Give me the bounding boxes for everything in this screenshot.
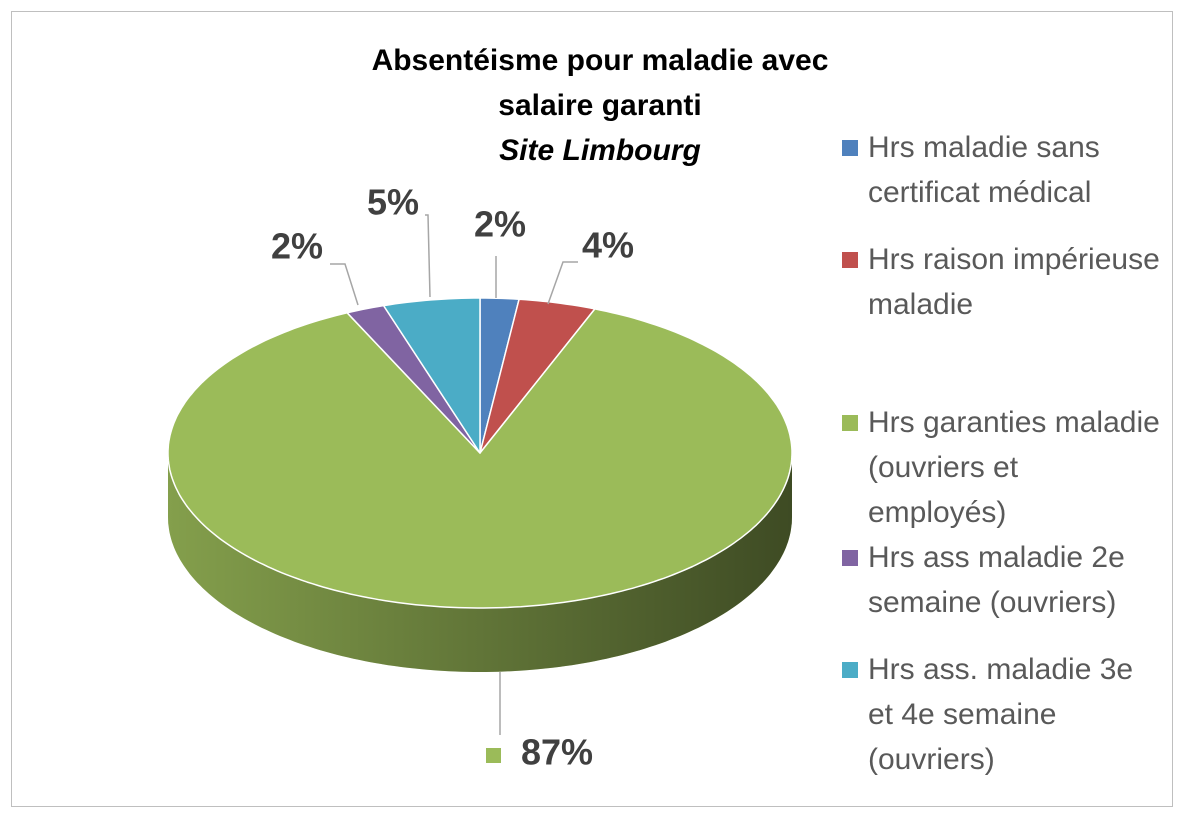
leader-line xyxy=(547,261,578,305)
leader-line xyxy=(425,214,431,298)
legend-label: Hrs garanties maladie (ouvriers et emplo… xyxy=(868,406,1160,529)
data-label: 5% xyxy=(367,182,419,223)
slice xyxy=(346,304,481,454)
slice xyxy=(382,297,481,454)
legend-item: Hrs maladie sans certificat médical xyxy=(840,125,1160,215)
legend-item: Hrs ass. maladie 3e et 4e semaine (ouvri… xyxy=(840,647,1160,782)
legend-label: Hrs raison impérieuse maladie xyxy=(868,243,1160,321)
slice xyxy=(479,298,596,454)
chart-subtitle: Site Limbourg xyxy=(499,134,701,167)
legend-key xyxy=(842,662,858,678)
chart-title: Absentéisme pour maladie avec salaire ga… xyxy=(371,44,829,122)
slice xyxy=(167,308,793,609)
data-label: 2% xyxy=(474,204,526,245)
legend-key xyxy=(842,140,858,156)
legend-key xyxy=(842,415,858,431)
legend-label: Hrs ass. maladie 3e et 4e semaine (ouvri… xyxy=(868,653,1134,776)
legend-item: Hrs garanties maladie (ouvriers et emplo… xyxy=(840,400,1160,535)
data-label: 2% xyxy=(271,226,323,267)
data-label: 4% xyxy=(582,225,634,266)
leader-line xyxy=(330,263,359,306)
legend-key xyxy=(842,252,858,268)
legend-label: Hrs ass maladie 2e semaine (ouvriers) xyxy=(868,541,1125,619)
chart-frame xyxy=(11,11,1173,807)
slice-side-shade xyxy=(168,453,792,672)
data-label: 87% xyxy=(521,732,593,773)
legend-item: Hrs raison impérieuse maladie xyxy=(840,237,1160,327)
legend-key xyxy=(842,550,858,566)
legend-label: Hrs maladie sans certificat médical xyxy=(868,131,1100,209)
label-key xyxy=(486,748,501,763)
legend-item: Hrs ass maladie 2e semaine (ouvriers) xyxy=(840,535,1160,625)
chart-title-block: Absentéisme pour maladie avec salaire ga… xyxy=(335,38,865,173)
